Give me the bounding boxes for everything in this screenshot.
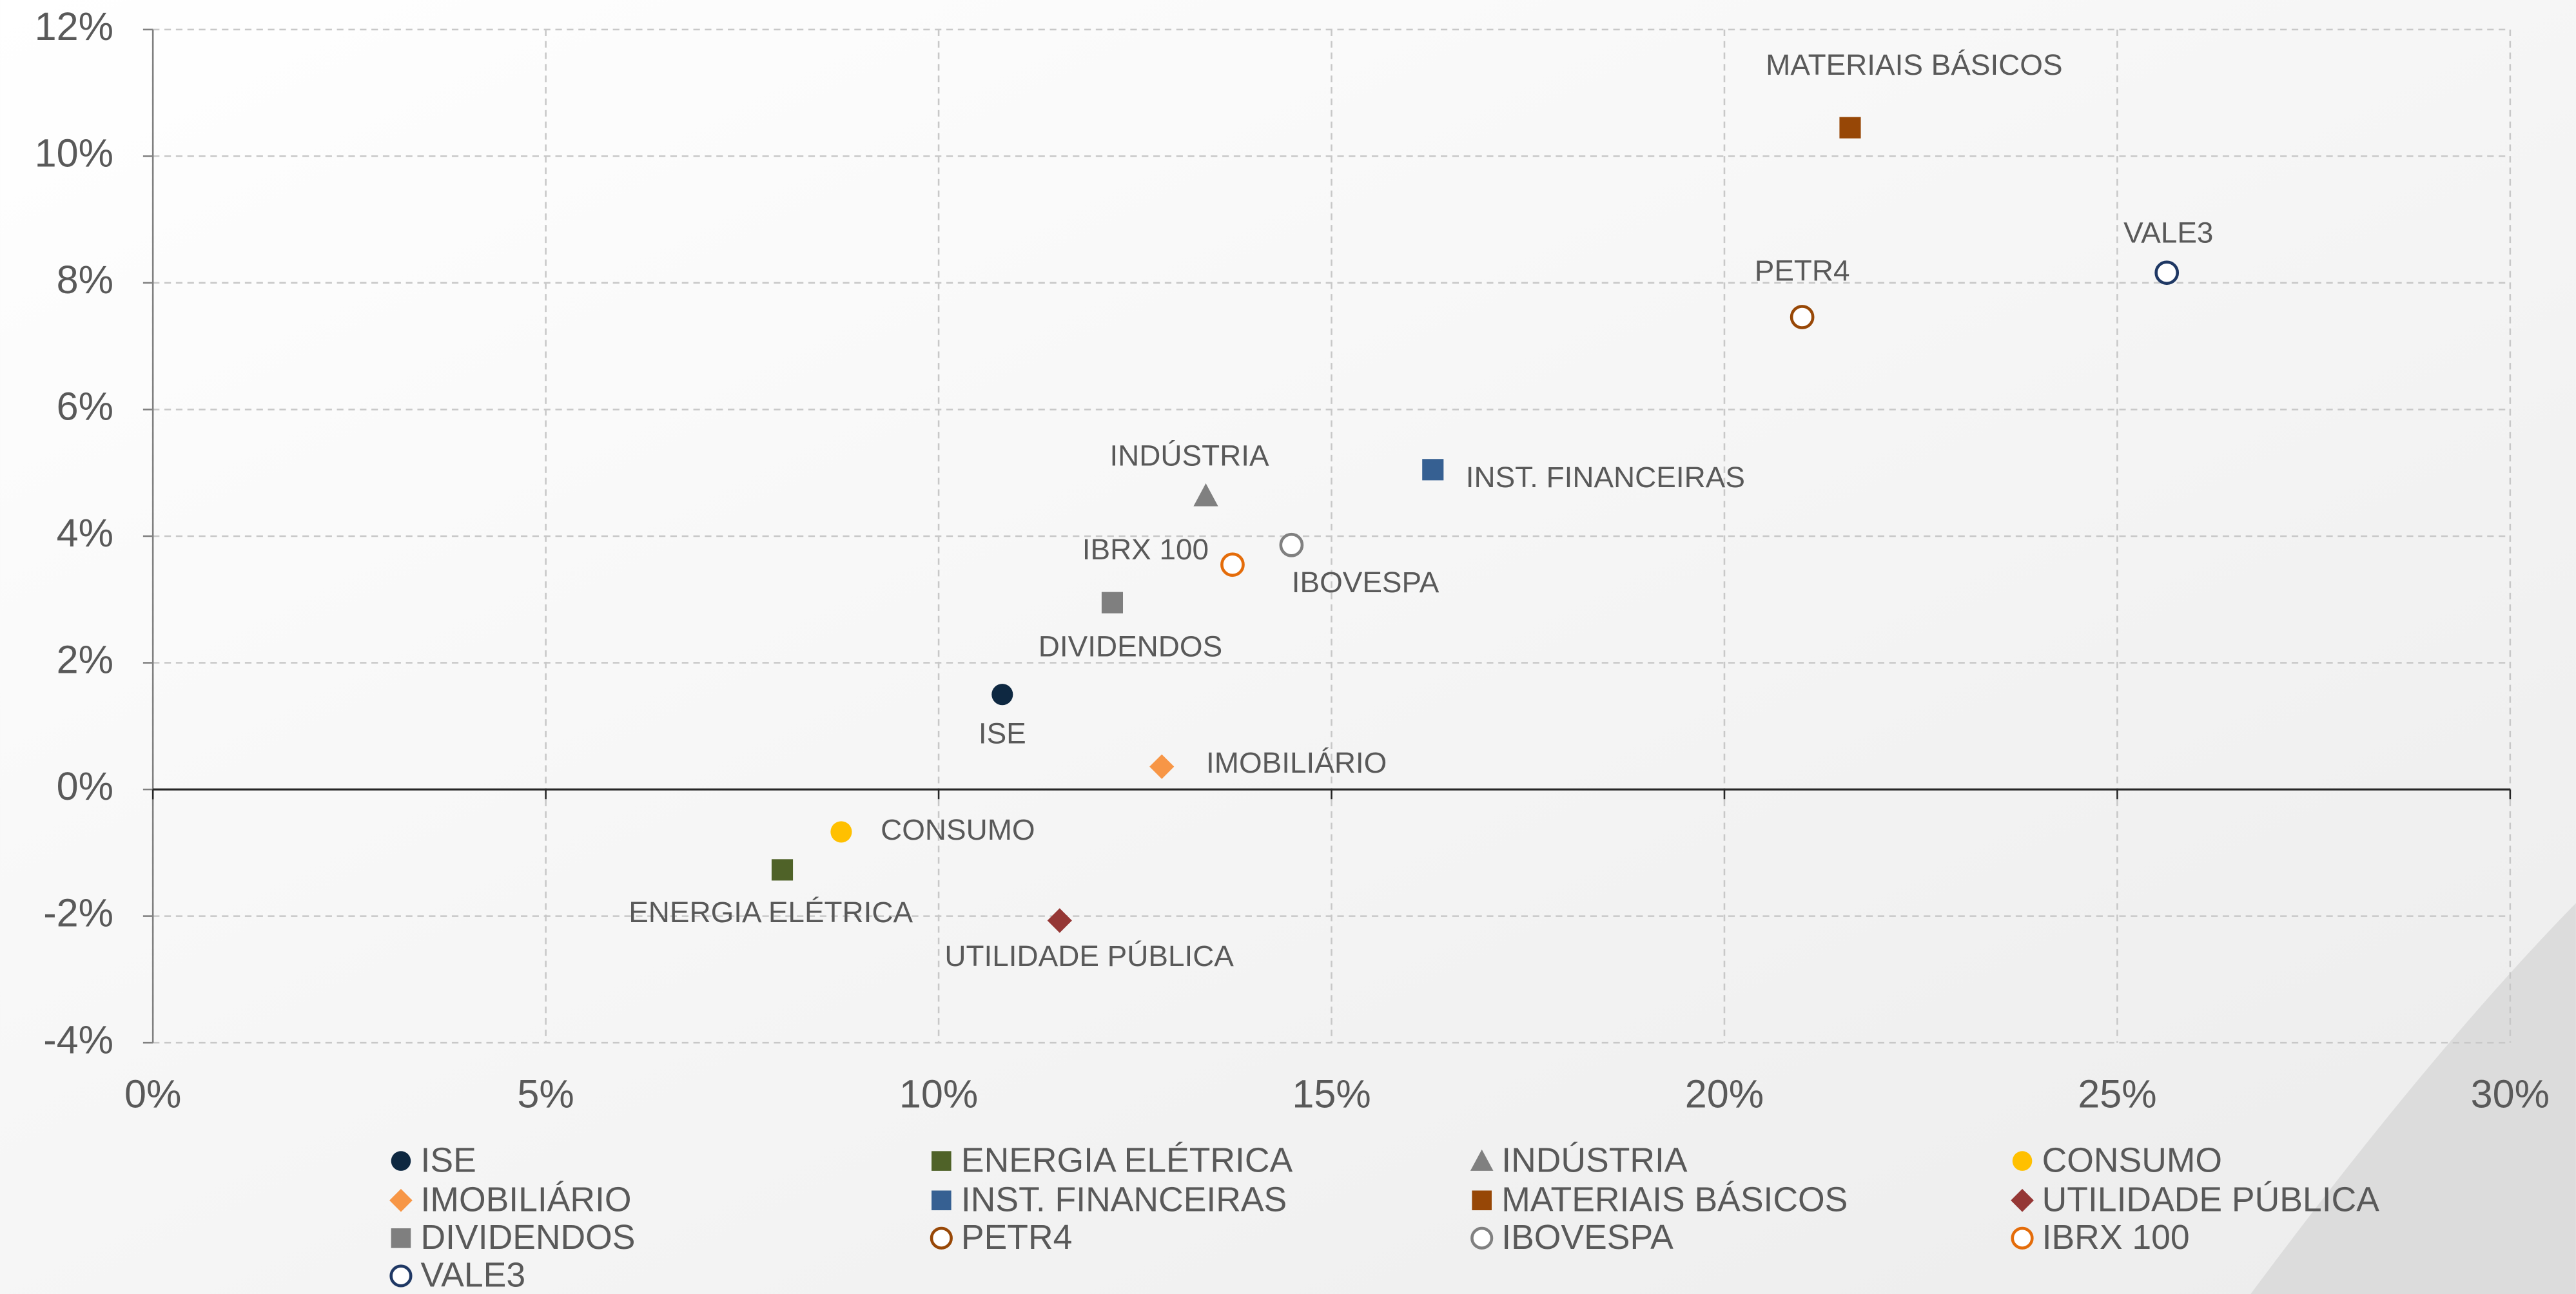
point-label: IMOBILIÁRIO [1206, 746, 1387, 779]
x-tick-label: 0% [124, 1072, 181, 1115]
point [991, 684, 1013, 706]
y-tick-label: 0% [57, 764, 113, 808]
point [2154, 260, 2180, 285]
point [1220, 552, 1245, 577]
point-label: DIVIDENDOS [1039, 630, 1222, 663]
legend-marker [932, 1151, 951, 1171]
point [830, 821, 852, 843]
legend-marker [391, 1228, 411, 1248]
legend-marker [2012, 1151, 2033, 1171]
legend-label: PETR4 [961, 1219, 1072, 1257]
legend-marker [2011, 1188, 2034, 1212]
x-tick-label: 10% [899, 1072, 978, 1115]
y-tick-label: 6% [57, 385, 113, 429]
legend-label: DIVIDENDOS [421, 1219, 636, 1257]
legend-marker [389, 1264, 413, 1288]
point-label: IBOVESPA [1292, 565, 1439, 599]
point [1839, 117, 1861, 139]
x-tick-label: 25% [2078, 1072, 2156, 1115]
legend-label: IBOVESPA [1501, 1219, 1673, 1257]
point-label: ISE [979, 716, 1026, 749]
legend-label: CONSUMO [2042, 1141, 2222, 1179]
y-tick-label: 8% [57, 258, 113, 302]
point-label: PETR4 [1755, 253, 1850, 287]
legend-label: MATERIAIS BÁSICOS [1501, 1181, 1848, 1219]
point [1790, 305, 1815, 329]
legend-marker [1470, 1226, 1494, 1250]
background-swoosh [2250, 903, 2576, 1294]
legend-marker [391, 1151, 411, 1171]
legend-marker [1470, 1149, 1494, 1171]
point [1193, 483, 1218, 507]
legend-label: VALE3 [421, 1257, 526, 1294]
point-label: INDÚSTRIA [1109, 439, 1269, 472]
legend-label: INST. FINANCEIRAS [961, 1181, 1287, 1219]
legend-label: IBRX 100 [2042, 1219, 2190, 1257]
point [1422, 459, 1444, 481]
point-label: INST. FINANCEIRAS [1466, 460, 1745, 494]
point-label: ENERGIA ELÉTRICA [629, 895, 913, 929]
point [1101, 592, 1124, 613]
x-tick-label: 20% [1685, 1072, 1764, 1115]
legend-label: ENERGIA ELÉTRICA [961, 1141, 1293, 1179]
legend-marker [932, 1190, 951, 1211]
legend-label: UTILIDADE PÚBLICA [2042, 1181, 2380, 1219]
point-label: UTILIDADE PÚBLICA [944, 939, 1234, 972]
point [1279, 532, 1304, 557]
x-tick-label: 15% [1292, 1072, 1371, 1115]
x-tick-label: 5% [517, 1072, 574, 1115]
legend-label: IMOBILIÁRIO [421, 1181, 632, 1219]
x-tick-label: 30% [2471, 1072, 2550, 1115]
y-tick-label: 12% [35, 5, 113, 48]
legend-marker [1472, 1190, 1492, 1211]
legend-label: INDÚSTRIA [1501, 1141, 1688, 1179]
y-tick-label: 10% [35, 131, 113, 175]
point [771, 859, 794, 881]
legend-label: ISE [421, 1141, 476, 1179]
y-tick-label: -4% [43, 1018, 113, 1061]
legend-marker [930, 1226, 953, 1250]
y-tick-label: 2% [57, 638, 113, 682]
point-label: MATERIAIS BÁSICOS [1766, 48, 2062, 81]
y-tick-label: -2% [43, 891, 113, 935]
point-label: IBRX 100 [1082, 532, 1209, 566]
legend-marker [2011, 1226, 2034, 1250]
y-tick-label: 4% [57, 511, 113, 555]
point-label: VALE3 [2123, 216, 2213, 249]
point-label: CONSUMO [881, 813, 1035, 846]
